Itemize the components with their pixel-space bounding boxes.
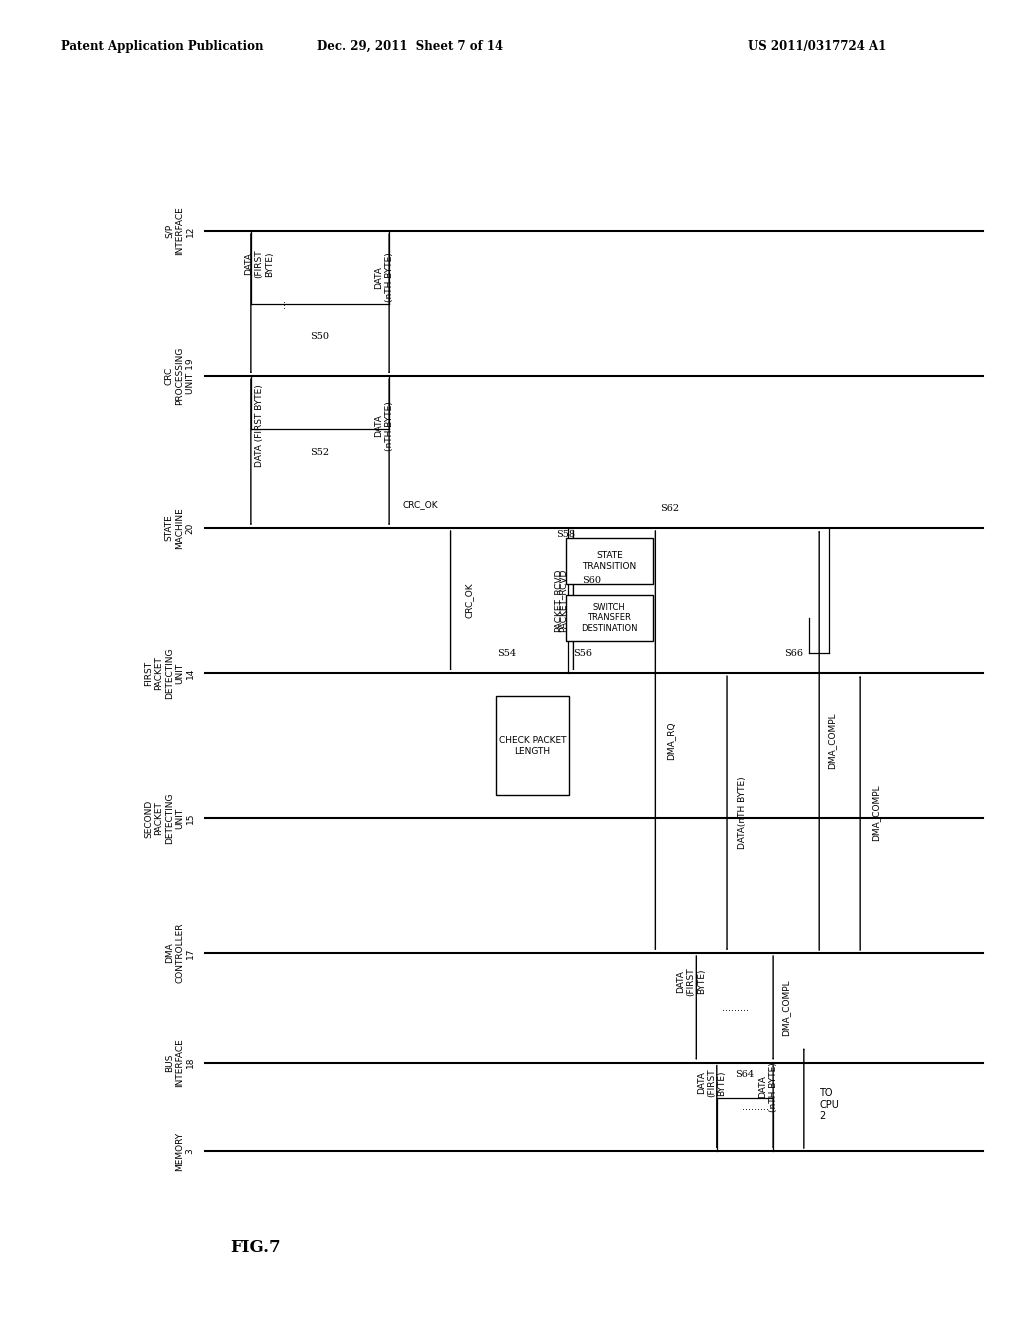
Text: .........: .........: [742, 1102, 769, 1111]
Text: S58: S58: [556, 531, 575, 539]
Text: DATA (FIRST BYTE): DATA (FIRST BYTE): [255, 384, 263, 467]
Text: CHECK PACKET
LENGTH: CHECK PACKET LENGTH: [499, 737, 566, 755]
Text: DATA
(nTH BYTE): DATA (nTH BYTE): [759, 1063, 777, 1111]
Text: S/P
INTERFACE
12: S/P INTERFACE 12: [165, 207, 195, 255]
Text: DMA_COMPL: DMA_COMPL: [781, 979, 790, 1036]
Text: DATA
(nTH BYTE): DATA (nTH BYTE): [375, 401, 393, 450]
Text: FIG.7: FIG.7: [230, 1239, 282, 1255]
Text: PACKET_RCVD: PACKET_RCVD: [554, 569, 562, 632]
Text: S54: S54: [497, 649, 516, 657]
Text: DMA_COMPL: DMA_COMPL: [871, 785, 880, 841]
Text: ...: ...: [276, 300, 287, 308]
Text: FIRST
PACKET
DETECTING
UNIT
14: FIRST PACKET DETECTING UNIT 14: [144, 647, 195, 700]
Text: STATE
MACHINE
20: STATE MACHINE 20: [165, 507, 195, 549]
Text: CRC
PROCESSING
UNIT 19: CRC PROCESSING UNIT 19: [165, 347, 195, 405]
Text: S50: S50: [310, 333, 330, 341]
Bar: [565, 594, 653, 640]
Text: DATA
(FIRST
BYTE): DATA (FIRST BYTE): [676, 968, 707, 995]
Text: S60: S60: [582, 577, 601, 585]
Text: DMA_RQ: DMA_RQ: [667, 721, 675, 760]
Text: PACKET_RCVD: PACKET_RCVD: [559, 569, 567, 632]
Bar: [496, 697, 569, 795]
Bar: [565, 539, 653, 583]
Text: DATA(nTH BYTE): DATA(nTH BYTE): [738, 776, 746, 850]
Text: S62: S62: [660, 504, 680, 512]
Text: DATA
(nTH BYTE): DATA (nTH BYTE): [375, 252, 393, 302]
Text: STATE
TRANSITION: STATE TRANSITION: [583, 552, 636, 570]
Text: Dec. 29, 2011  Sheet 7 of 14: Dec. 29, 2011 Sheet 7 of 14: [316, 40, 503, 53]
Text: DATA
(FIRST
BYTE): DATA (FIRST BYTE): [244, 249, 274, 279]
Text: .........: .........: [722, 1003, 749, 1012]
Text: DMA
CONTROLLER
17: DMA CONTROLLER 17: [165, 923, 195, 983]
Text: MEMORY
3: MEMORY 3: [175, 1131, 195, 1171]
Text: BUS
INTERFACE
18: BUS INTERFACE 18: [165, 1039, 195, 1086]
Text: S64: S64: [735, 1071, 755, 1078]
Text: DMA_COMPL: DMA_COMPL: [827, 713, 836, 768]
Text: CRC_OK: CRC_OK: [465, 583, 473, 618]
Text: SWITCH
TRANSFER
DESTINATION: SWITCH TRANSFER DESTINATION: [581, 603, 638, 632]
Text: S56: S56: [573, 649, 593, 657]
Text: DATA
(FIRST
BYTE): DATA (FIRST BYTE): [696, 1069, 727, 1097]
Text: S52: S52: [310, 449, 330, 457]
Text: TO
CPU
2: TO CPU 2: [819, 1088, 839, 1122]
Text: Patent Application Publication: Patent Application Publication: [61, 40, 264, 53]
Text: S66: S66: [784, 649, 803, 657]
Text: US 2011/0317724 A1: US 2011/0317724 A1: [748, 40, 886, 53]
Text: CRC_OK: CRC_OK: [402, 500, 437, 508]
Text: SECOND
PACKET
DETECTING
UNIT
15: SECOND PACKET DETECTING UNIT 15: [144, 792, 195, 845]
